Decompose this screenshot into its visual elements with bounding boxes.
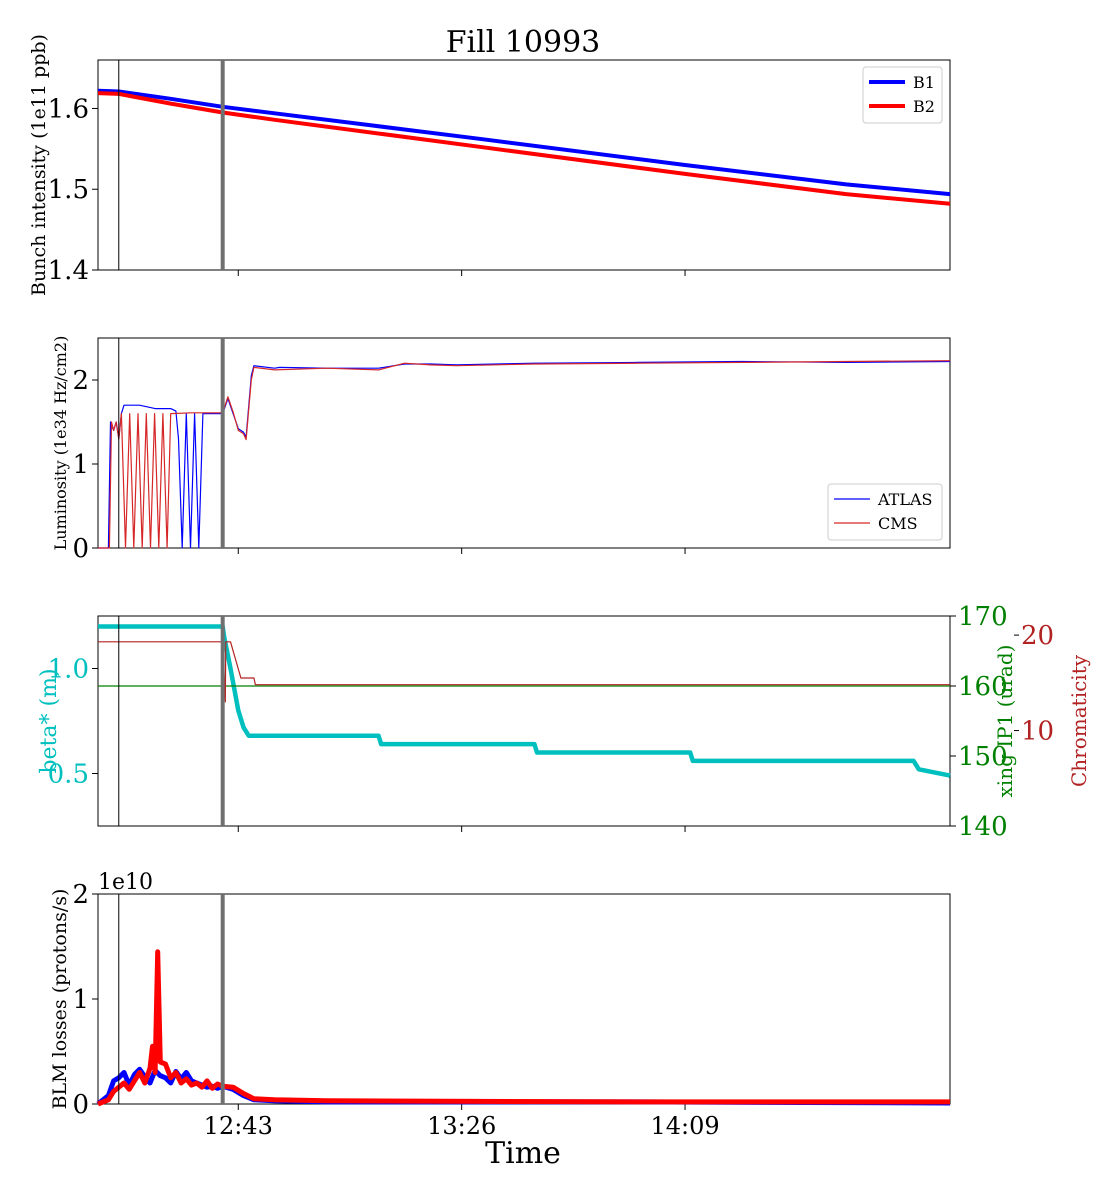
chart-title: Fill 10993 — [446, 25, 601, 60]
panel-optics: 0.5 1.0 140 150 160 170 10 20 beta* (m) xing IP… — [37, 602, 1091, 842]
panel-blm-losses: 0 1 2 12:43 13:26 14:09 BLM losses (protons/s… — [49, 870, 951, 1171]
y-tick-label: 1.0 — [48, 655, 89, 685]
legend-label-cms: CMS — [878, 514, 918, 533]
plot-frame — [97, 615, 951, 827]
y-tick-label: 1.5 — [48, 175, 89, 205]
legend: ATLAS CMS — [827, 483, 943, 541]
x-axis-label: Time — [485, 1136, 561, 1171]
y-axis-label-chromaticity: Chromaticity — [1067, 654, 1091, 787]
plot-frame — [97, 337, 951, 549]
x-tick-label: 13:26 — [427, 1112, 496, 1140]
y-tick-label: 0.5 — [48, 760, 89, 790]
y3-tick-label: 10 — [1021, 717, 1054, 747]
y-scale-label: 1e10 — [98, 870, 153, 895]
y2-tick-label: 160 — [958, 672, 1008, 702]
y-tick-label: 1.6 — [48, 94, 89, 124]
y2-tick-label: 170 — [958, 602, 1008, 632]
y-axis-label: Luminosity (1e34 Hz/cm2) — [51, 336, 70, 551]
y3-tick-label: 20 — [1021, 621, 1054, 651]
x-tick-label: 12:43 — [204, 1112, 273, 1140]
legend-label-atlas: ATLAS — [877, 490, 933, 509]
panel-luminosity: 0 1 2 ATLAS CMS Luminosity (1e34 Hz/cm2) — [51, 336, 951, 564]
legend-frame — [827, 483, 943, 541]
plot-frame — [97, 59, 951, 271]
y-axis-label-beta: beta* (m) — [37, 668, 62, 773]
x-tick-label: 14:09 — [650, 1112, 719, 1140]
y2-tick-label: 140 — [958, 812, 1008, 842]
y-tick-label: 1.4 — [48, 256, 89, 286]
y-tick-label: 2 — [72, 880, 89, 910]
series-line-b1 — [97, 88, 951, 197]
series-line-atlas — [98, 360, 951, 549]
legend-label-b1: B1 — [913, 73, 935, 92]
y2-tick-label: 150 — [958, 742, 1008, 772]
series-line-chroma — [98, 641, 950, 703]
y-axis-label-xing: xing IP1 (urad) — [993, 645, 1017, 798]
y-axis-label: BLM losses (protons/s) — [49, 889, 71, 1110]
series-line-beta — [98, 624, 951, 778]
legend-label-b2: B2 — [913, 97, 935, 116]
y-tick-label: 1 — [72, 985, 89, 1015]
series-line-cms — [98, 360, 951, 549]
series-line-b2 — [97, 91, 951, 206]
y-tick-label: 0 — [72, 534, 89, 564]
plot-frame — [97, 893, 951, 1105]
y-tick-label: 0 — [72, 1090, 89, 1120]
series-line-b2 — [97, 949, 950, 1107]
y-tick-label: 2 — [72, 366, 89, 396]
y-tick-label: 1 — [72, 450, 89, 480]
y-axis-label: Bunch intensity (1e11 ppb) — [28, 34, 50, 296]
